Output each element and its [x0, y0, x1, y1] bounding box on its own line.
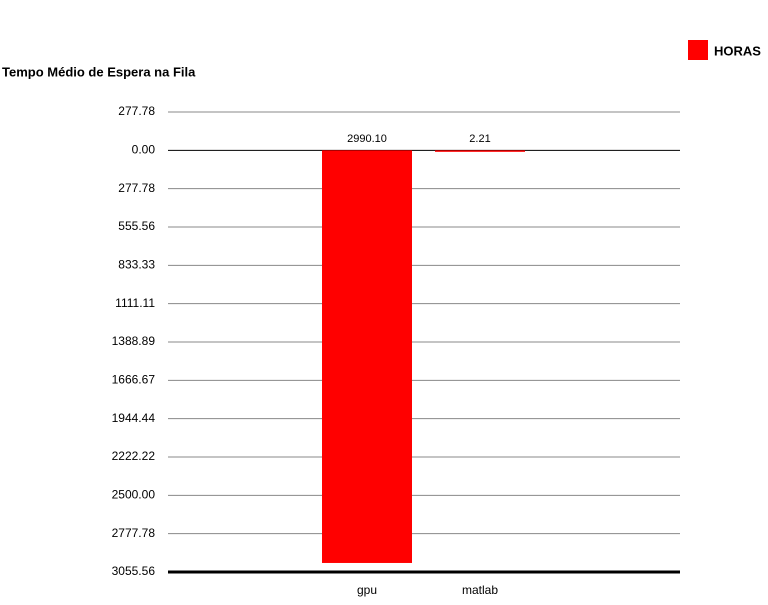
y-tick-label: 277.78 — [118, 104, 155, 118]
y-tick-label: 833.33 — [118, 258, 155, 272]
x-tick-label: gpu — [357, 583, 377, 597]
y-tick-label: 555.56 — [118, 219, 155, 233]
y-tick-label: 0.00 — [132, 143, 156, 157]
legend-swatch — [688, 40, 708, 60]
y-tick-label: 2500.00 — [112, 488, 156, 502]
y-tick-label: 2777.78 — [112, 526, 156, 540]
y-tick-label: 277.78 — [118, 181, 155, 195]
x-tick-label: matlab — [462, 583, 498, 597]
chart-title: Tempo Médio de Espera na Fila — [2, 64, 196, 79]
legend-label: HORAS — [714, 43, 761, 58]
y-tick-label: 1666.67 — [112, 373, 156, 387]
value-label: 2.21 — [469, 133, 490, 145]
y-tick-label: 1944.44 — [112, 411, 156, 425]
y-tick-label: 3055.56 — [112, 564, 156, 578]
bar — [435, 150, 525, 152]
bar — [322, 150, 412, 563]
y-tick-label: 1388.89 — [112, 334, 156, 348]
y-tick-label: 1111.11 — [115, 296, 155, 310]
value-label: 2990.10 — [347, 133, 387, 145]
y-tick-label: 2222.22 — [112, 449, 156, 463]
